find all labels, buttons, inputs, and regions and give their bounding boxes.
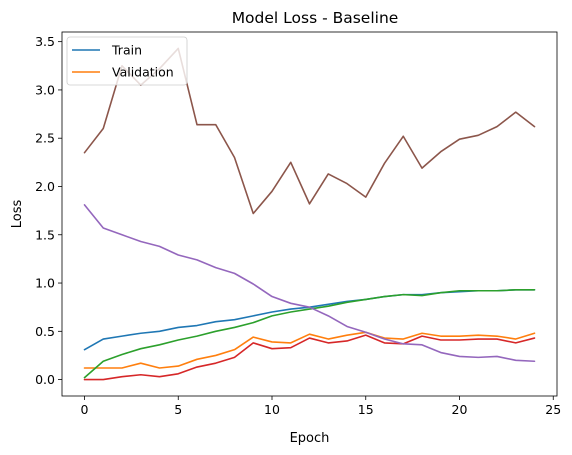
- x-tick-label: 25: [545, 402, 561, 417]
- x-tick-label: 15: [358, 402, 374, 417]
- y-axis-ticks: 0.0 0.5 1.0 1.5 2.0 2.5 3.0 3.5: [35, 34, 62, 387]
- y-tick-label: 3.5: [35, 34, 55, 49]
- x-tick-label: 5: [174, 402, 182, 417]
- series-layer: [85, 48, 535, 379]
- y-tick-label: 3.0: [35, 82, 55, 97]
- legend-label: Train: [111, 43, 142, 58]
- x-tick-label: 20: [452, 402, 468, 417]
- plot-frame: [62, 32, 557, 396]
- y-axis-label: Loss: [10, 200, 25, 229]
- y-tick-label: 2.0: [35, 179, 55, 194]
- y-tick-label: 1.0: [35, 276, 55, 291]
- y-tick-label: 0.5: [35, 324, 55, 339]
- x-axis-label: Epoch: [290, 431, 330, 446]
- legend-label: Validation: [112, 65, 174, 80]
- chart-title: Model Loss - Baseline: [232, 9, 399, 27]
- y-tick-label: 0.0: [35, 372, 55, 387]
- y-tick-label: 1.5: [35, 227, 55, 242]
- x-tick-label: 10: [264, 402, 280, 417]
- x-tick-label: 0: [81, 402, 89, 417]
- series-line-1: [85, 290, 535, 350]
- x-axis-ticks: 0 5 10 15 20 25: [81, 396, 562, 417]
- y-tick-label: 2.5: [35, 131, 55, 146]
- legend: Train Validation: [67, 37, 187, 85]
